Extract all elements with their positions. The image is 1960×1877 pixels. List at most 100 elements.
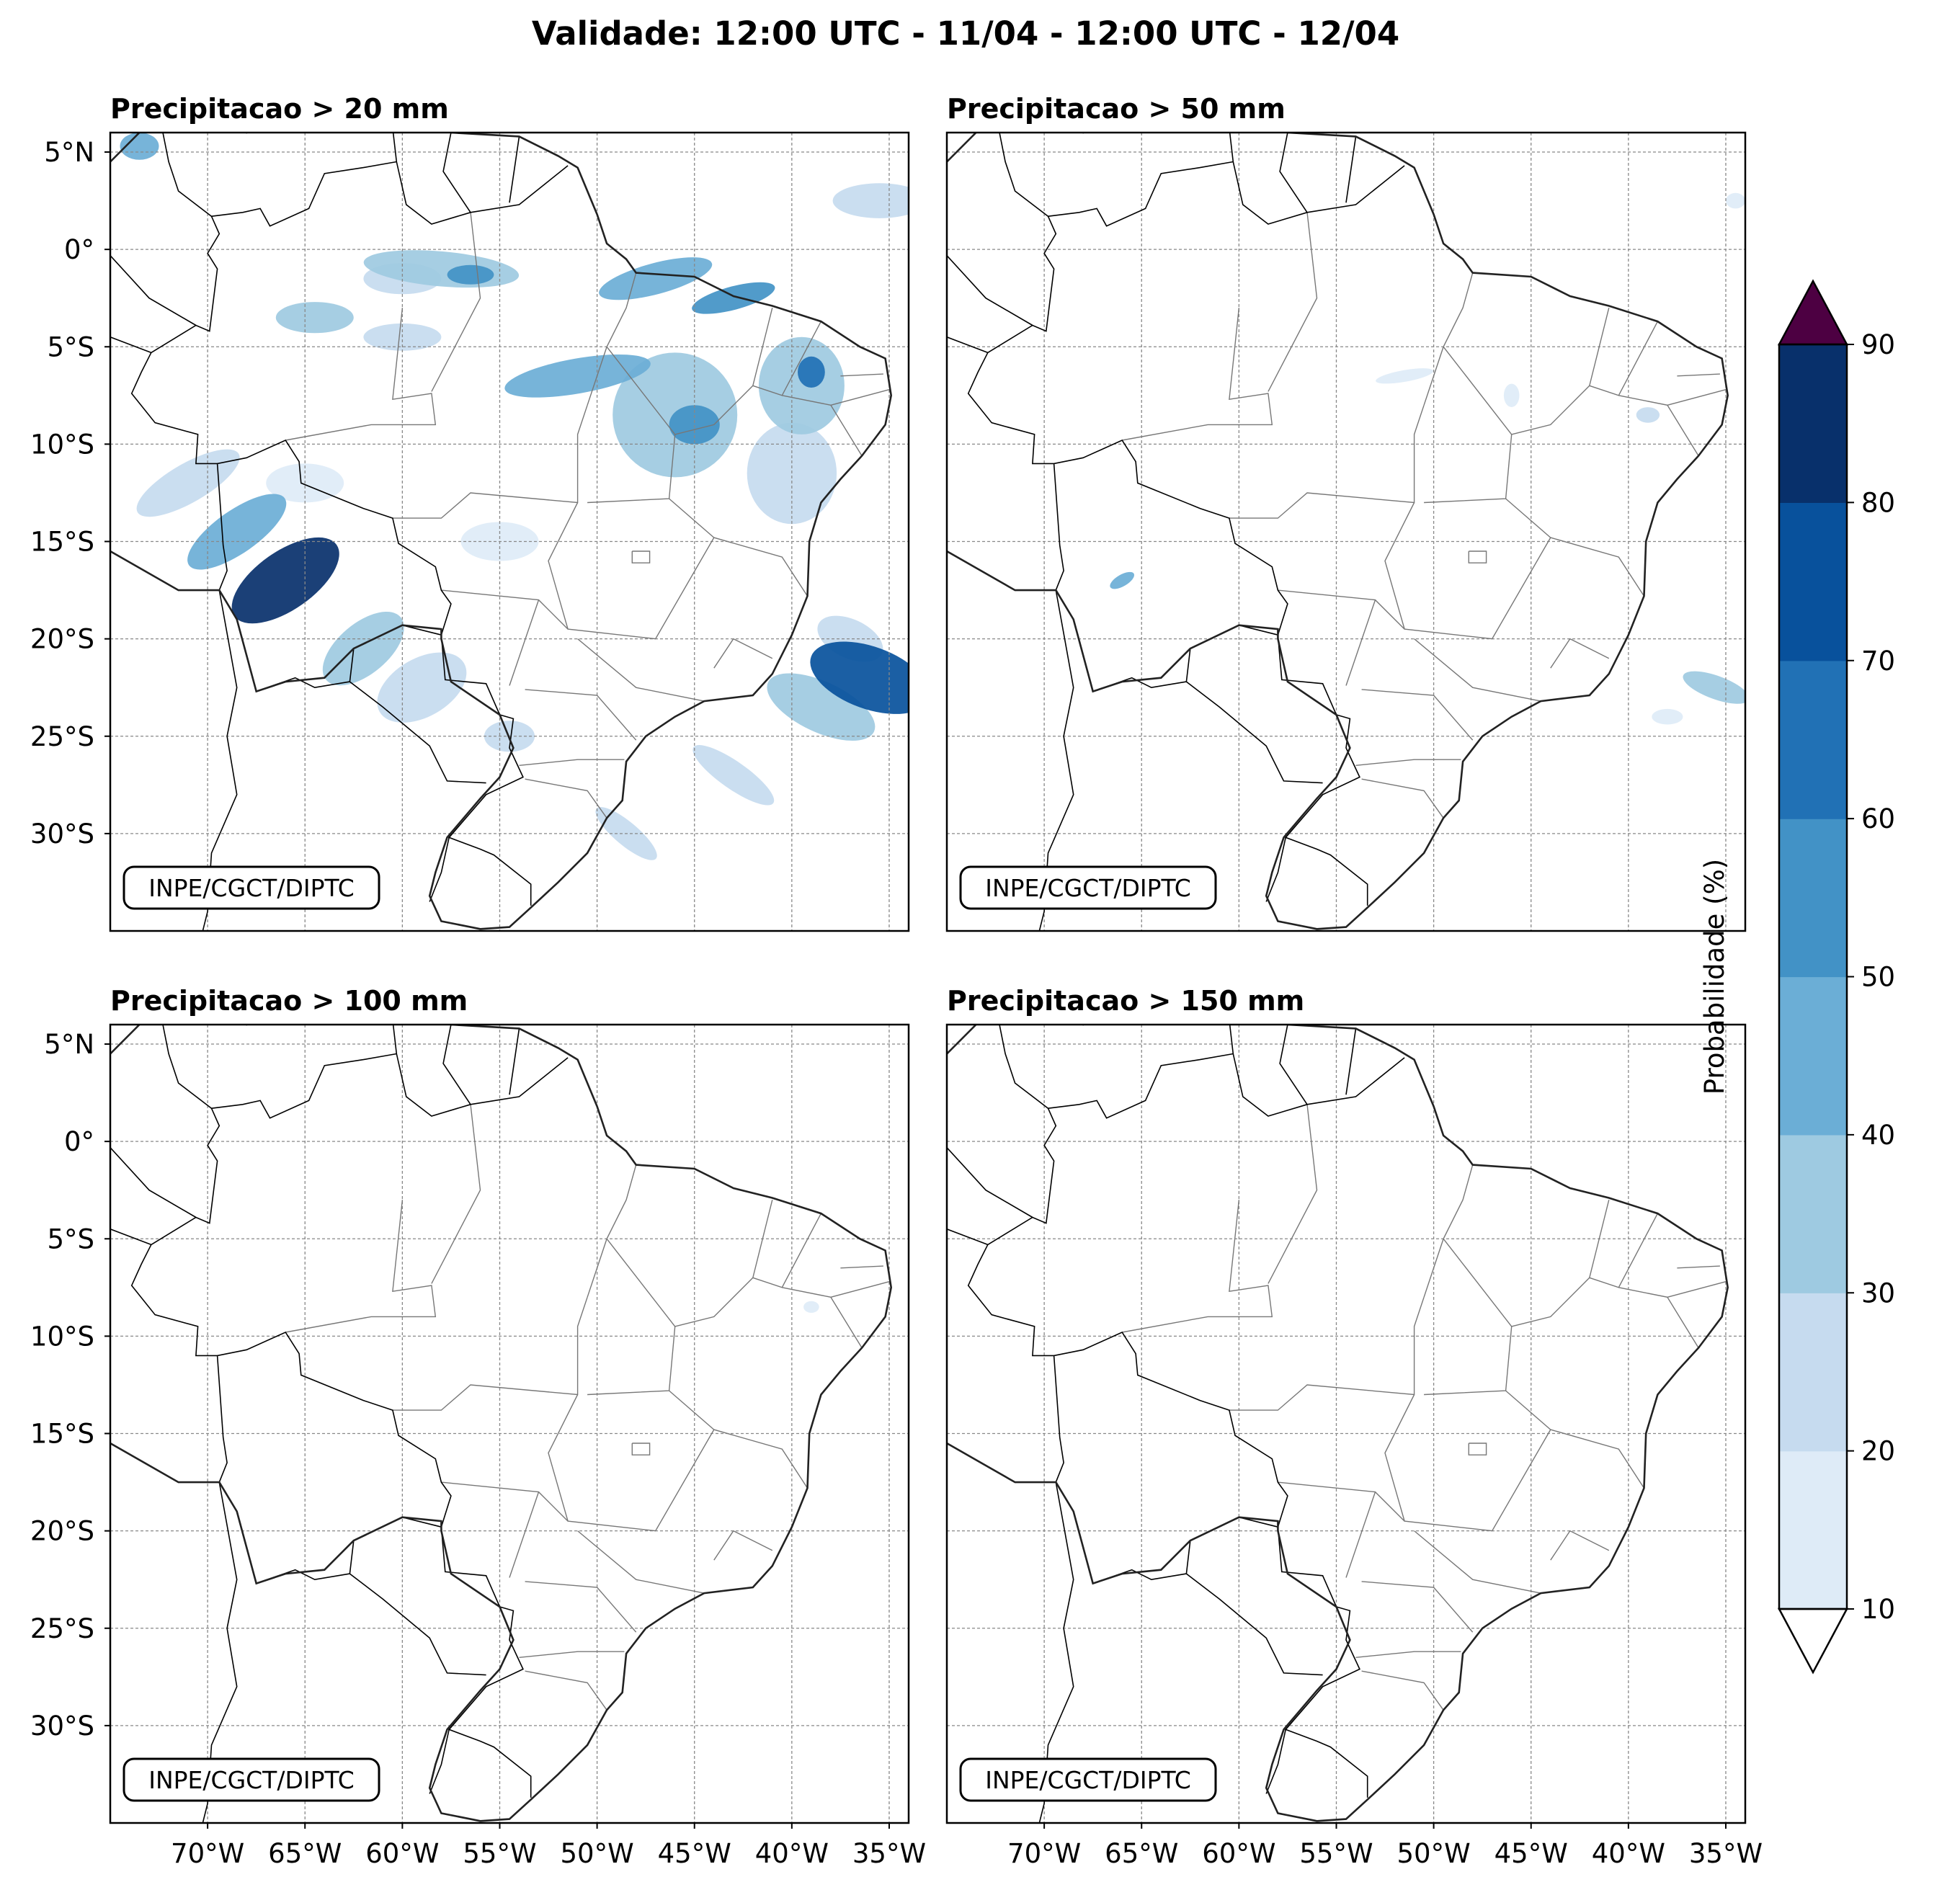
country-border: [429, 1729, 450, 1794]
probability-area: [275, 302, 354, 334]
probability-area: [322, 612, 404, 686]
probability-area: [447, 264, 494, 285]
watermark-box: INPE/CGCT/DIPTC: [959, 1757, 1217, 1802]
figure-suptitle: Validade: 12:00 UTC - 11/04 - 12:00 UTC …: [532, 14, 1399, 53]
country-border: [1265, 837, 1286, 902]
country-border: [947, 254, 1033, 326]
colorbar-tick-label: 10: [1861, 1594, 1895, 1625]
map-background: [110, 1025, 909, 1823]
map-content: [110, 133, 909, 931]
state-border: [1268, 1104, 1318, 1284]
lat-tick-label: 10°S: [30, 429, 94, 460]
probability-area: [803, 1301, 819, 1313]
colorbar-segment: [1779, 976, 1847, 1136]
map-content: [947, 1025, 1745, 1823]
state-border: [1667, 1281, 1727, 1298]
country-border: [442, 133, 471, 213]
country-border: [1229, 133, 1234, 162]
probability-area: [810, 641, 909, 714]
lon-tick-label: 60°W: [365, 1838, 439, 1869]
colorbar-segment: [1779, 1450, 1847, 1610]
colorbar-tick-label: 70: [1861, 646, 1895, 677]
country-border: [110, 336, 152, 354]
brazil-border: [130, 1053, 569, 1798]
state-border: [509, 599, 540, 686]
country-border: [1038, 589, 1074, 931]
state-border: [1345, 599, 1376, 686]
state-border: [674, 1200, 773, 1327]
state-border: [1423, 1164, 1474, 1298]
coastline: [947, 1025, 1729, 1822]
lon-tick-label: 70°W: [171, 1838, 244, 1869]
brazil-border: [967, 161, 1405, 906]
state-border: [587, 346, 676, 504]
probability-area: [136, 449, 240, 517]
state-border: [509, 1492, 540, 1578]
map-panel-3: Precipitacao > 100 mm INPE/CGCT/DIPTC 5°N 0…: [30, 985, 926, 1869]
state-border: [674, 308, 773, 435]
colorbar-tick-label: 20: [1861, 1436, 1895, 1467]
country-border: [216, 463, 228, 591]
lat-tick-label: 30°S: [30, 819, 94, 850]
lon-tick-label: 45°W: [658, 1838, 731, 1869]
country-border: [947, 1228, 989, 1246]
probability-area: [1110, 571, 1135, 589]
lat-tick-label: 20°S: [30, 1516, 94, 1547]
state-border: [431, 212, 481, 392]
state-border: [285, 1200, 437, 1333]
state-border: [1361, 1670, 1444, 1711]
lon-tick-label: 50°W: [561, 1838, 634, 1869]
state-border: [1511, 1200, 1610, 1327]
lat-tick-label: 10°S: [30, 1321, 94, 1352]
watermark-text: INPE/CGCT/DIPTC: [148, 1766, 355, 1794]
state-border: [1361, 778, 1444, 819]
country-border: [202, 1481, 238, 1823]
country-border: [1279, 133, 1308, 213]
probability-area: [767, 673, 876, 741]
probability-area: [692, 745, 775, 806]
country-border: [1265, 1729, 1286, 1794]
country-border: [202, 589, 238, 931]
state-border: [1468, 1443, 1487, 1455]
lat-tick-label: 5°N: [44, 137, 94, 168]
colorbar-tick-label: 90: [1861, 329, 1895, 360]
lat-tick-label: 25°S: [30, 1613, 94, 1644]
lat-tick-label: 0°: [64, 1126, 94, 1157]
state-border: [1677, 1265, 1720, 1269]
probability-area: [692, 282, 775, 314]
state-border: [525, 1581, 637, 1633]
colorbar-segment: [1779, 660, 1847, 819]
state-border: [1550, 638, 1610, 669]
country-border: [429, 837, 450, 902]
colorbar-tick-label: 30: [1861, 1278, 1895, 1308]
state-border: [1355, 1651, 1461, 1658]
country-border: [1038, 1481, 1074, 1823]
map-background: [947, 1025, 1745, 1823]
lon-tick-label: 50°W: [1397, 1838, 1471, 1869]
state-border: [1361, 1581, 1474, 1633]
map-panel-1: Precipitacao > 20 mm INPE/CGCT/DIPTC 5°N 0°…: [30, 93, 910, 932]
map-frame: [945, 131, 1747, 932]
colorbar-label: Probabilidade (%): [1699, 859, 1730, 1094]
country-border: [442, 1025, 471, 1105]
state-border: [1550, 1530, 1610, 1561]
lat-tick-label: 30°S: [30, 1711, 94, 1742]
map-frame: [109, 131, 910, 932]
colorbar-segment: [1779, 1134, 1847, 1293]
state-border: [1361, 689, 1474, 741]
probability-area: [798, 356, 825, 388]
state-border: [519, 1651, 625, 1658]
lon-tick-label: 70°W: [1007, 1838, 1081, 1869]
state-border: [587, 1238, 676, 1396]
lon-tick-label: 40°W: [1592, 1838, 1665, 1869]
state-border: [1345, 1492, 1376, 1578]
map-panel-4: Precipitacao > 150 mm INPE/CGCT/DIPTC 70°W…: [945, 985, 1763, 1869]
state-border: [1355, 759, 1461, 766]
colorbar-tick-label: 60: [1861, 803, 1895, 834]
panel-title: Precipitacao > 100 mm: [110, 985, 468, 1017]
state-border: [285, 308, 437, 441]
probability-area: [1683, 671, 1745, 704]
country-border: [947, 336, 989, 354]
lon-tick-label: 65°W: [1105, 1838, 1178, 1869]
map-panel-2: Precipitacao > 50 mm INPE/CGCT/DIPTC: [945, 93, 1747, 932]
